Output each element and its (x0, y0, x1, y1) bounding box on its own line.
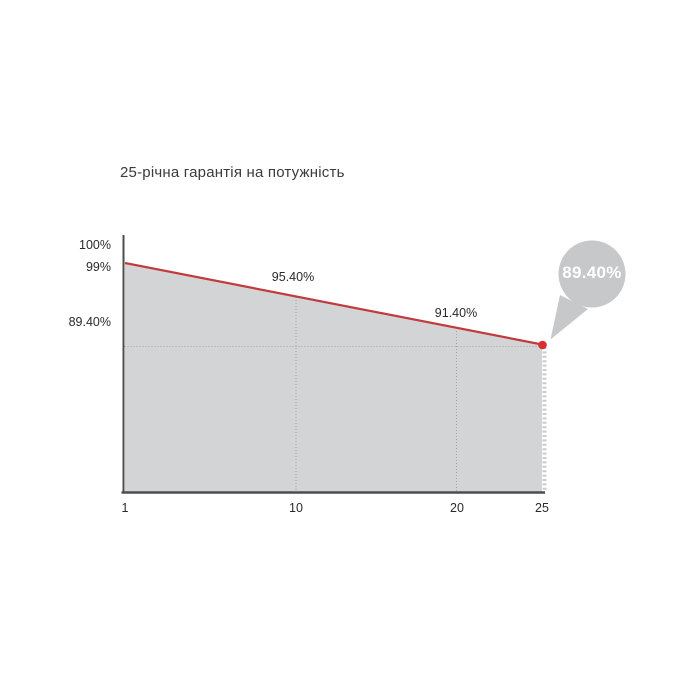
x-tick-25: 25 (535, 501, 549, 515)
chart-title: 25-річна гарантія на потужність (120, 164, 345, 181)
callout-value: 89.40% (562, 263, 622, 282)
x-tick-10: 10 (289, 501, 303, 515)
area-fill (125, 263, 542, 492)
point-label-year-10: 95.40% (271, 270, 315, 284)
callout-bubble (558, 240, 626, 308)
callout-bubble-tail (550, 295, 588, 340)
y-tick-99: 99% (85, 260, 111, 274)
y-tick-100: 100% (79, 238, 111, 252)
x-tick-20: 20 (450, 501, 464, 515)
warranty-line (124, 261, 543, 346)
point-label-year-20: 91.40% (434, 306, 478, 320)
data-point-marker (538, 340, 547, 350)
y-tick-89-40: 89.40% (68, 315, 111, 329)
x-tick-1: 1 (121, 501, 129, 515)
